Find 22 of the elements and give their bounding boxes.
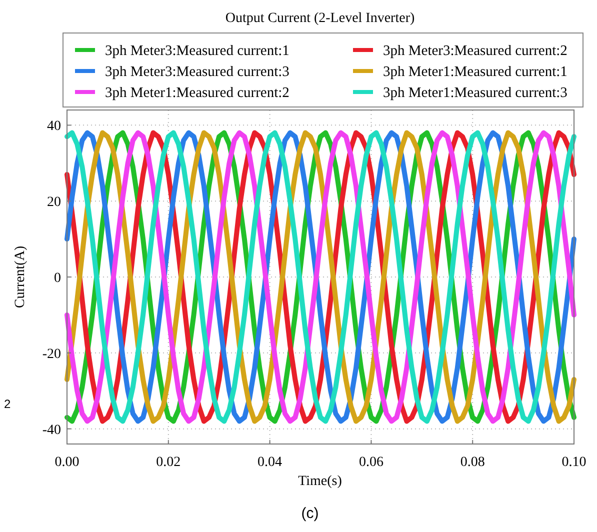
y-tick-label: 20 bbox=[47, 195, 61, 210]
legend-label: 3ph Meter3:Measured current:2 bbox=[383, 43, 568, 59]
legend-label: 3ph Meter3:Measured current:1 bbox=[105, 43, 290, 59]
text: (c) bbox=[301, 505, 319, 522]
legend-label: 3ph Meter1:Measured current:2 bbox=[105, 85, 290, 101]
legend-label: 3ph Meter1:Measured current:1 bbox=[383, 64, 568, 80]
y-tick-label: -40 bbox=[42, 422, 61, 438]
y-tick-label: 0 bbox=[54, 271, 61, 286]
x-tick-label: 0.02 bbox=[156, 455, 181, 470]
chart-title: Output Current (2-Level Inverter) bbox=[225, 11, 415, 26]
x-tick-label: 0.04 bbox=[258, 455, 282, 470]
y-axis-title: Current(A) bbox=[13, 246, 28, 308]
x-tick-label: 0.06 bbox=[358, 455, 384, 470]
x-axis-title: Time(s) bbox=[298, 474, 342, 489]
text: 2 bbox=[4, 397, 11, 411]
x-tick-label: 0.00 bbox=[54, 455, 80, 470]
y-tick-label: 40 bbox=[47, 119, 61, 134]
x-tick-label: 0.08 bbox=[460, 455, 485, 470]
y-tick-label: -20 bbox=[42, 346, 61, 362]
x-tick-label: 0.10 bbox=[562, 455, 586, 470]
legend-label: 3ph Meter3:Measured current:3 bbox=[105, 64, 290, 80]
legend-label: 3ph Meter1:Measured current:3 bbox=[383, 85, 568, 101]
